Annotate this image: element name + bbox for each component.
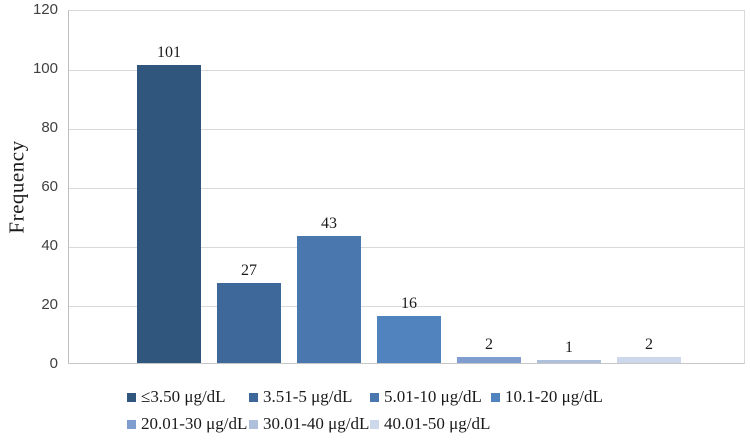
legend-swatch-icon: [127, 392, 136, 402]
legend-swatch-icon: [491, 392, 500, 402]
y-tick-label: 40: [41, 237, 58, 254]
legend-label: 30.01-40 μg/dL: [263, 414, 370, 433]
y-tick-label: 100: [32, 60, 58, 77]
legend-item: ≤3.50 μg/dL: [127, 387, 226, 407]
legend-item: 5.01-10 μg/dL: [370, 387, 482, 407]
gridline: [69, 247, 744, 248]
bar-5.01-10 μg/dL: [297, 236, 361, 363]
legend-item: 10.1-20 μg/dL: [491, 387, 603, 407]
bar-10.1-20 μg/dL: [377, 316, 441, 363]
bar-value-label: 1: [565, 339, 573, 356]
bar-value-label: 27: [241, 262, 257, 279]
bar-3.51-5 μg/dL: [217, 283, 281, 363]
legend-item: 40.01-50 μg/dL: [370, 414, 490, 434]
gridline: [69, 70, 744, 71]
legend-swatch-icon: [249, 392, 258, 402]
bar-value-label: 2: [485, 336, 493, 353]
legend-swatch-icon: [127, 419, 136, 429]
y-tick-label: 60: [41, 178, 58, 195]
legend-item: 3.51-5 μg/dL: [249, 387, 352, 407]
y-tick-label: 0: [49, 355, 58, 372]
bar-value-label: 43: [321, 215, 337, 232]
legend-label: 20.01-30 μg/dL: [141, 414, 248, 433]
plot-area: 101 27 43 16 2 1 2: [68, 10, 745, 364]
bar-value-label: 16: [401, 295, 417, 312]
gridline: [69, 306, 744, 307]
legend-swatch-icon: [249, 419, 258, 429]
gridline: [69, 129, 744, 130]
y-tick-label: 120: [32, 1, 58, 18]
legend-label: 10.1-20 μg/dL: [505, 387, 603, 406]
bar-40.01-50 μg/dL: [617, 357, 681, 363]
y-tick-label: 20: [41, 296, 58, 313]
gridline: [69, 188, 744, 189]
bar-30.01-40 μg/dL: [537, 360, 601, 363]
legend-item: 30.01-40 μg/dL: [249, 414, 369, 434]
bar-≤3.50 μg/dL: [137, 65, 201, 363]
bar-value-label: 101: [157, 44, 181, 61]
legend-item: 20.01-30 μg/dL: [127, 414, 247, 434]
legend-swatch-icon: [370, 392, 379, 402]
legend-label: 40.01-50 μg/dL: [384, 414, 491, 433]
bar-20.01-30 μg/dL: [457, 357, 521, 363]
bar-value-label: 2: [645, 336, 653, 353]
legend-label: ≤3.50 μg/dL: [141, 387, 226, 406]
legend-swatch-icon: [370, 419, 379, 429]
legend-label: 5.01-10 μg/dL: [384, 387, 482, 406]
legend-label: 3.51-5 μg/dL: [263, 387, 353, 406]
y-tick-label: 80: [41, 119, 58, 136]
